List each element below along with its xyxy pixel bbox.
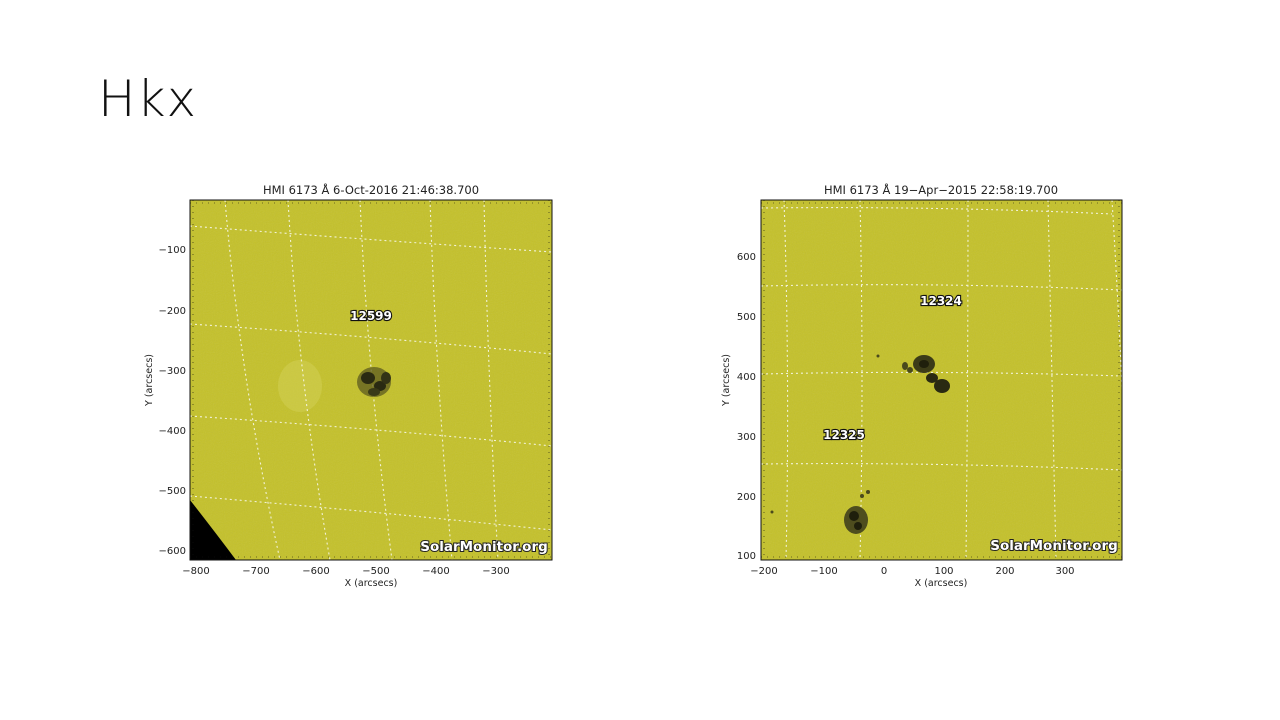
sunspot-group: [357, 367, 391, 397]
x-tick: −100: [810, 566, 837, 577]
sunspot-group: [770, 490, 870, 534]
y-axis-label: Y (arcsecs): [721, 354, 732, 407]
watermark: SolarMonitor.org: [420, 539, 548, 555]
y-tick: −400: [159, 426, 186, 437]
plot-title: HMI 6173 Å 6-Oct-2016 21:46:38.700: [263, 182, 479, 197]
heliographic-grid: [761, 200, 1122, 560]
y-tick: −200: [159, 306, 186, 317]
y-tick: −600: [159, 546, 186, 557]
y-tick: 400: [737, 372, 756, 383]
plot-frame: [760, 199, 1123, 561]
sunspot-group: [876, 354, 950, 393]
plot-frame: [189, 199, 553, 561]
watermark: SolarMonitor.org: [990, 538, 1118, 554]
x-tick: −300: [482, 566, 509, 577]
x-tick: −800: [182, 566, 209, 577]
solar-image-left: HMI 6173 Å 6-Oct-2016 21:46:38.700: [130, 178, 570, 598]
y-axis-label: Y (arcsecs): [144, 354, 155, 407]
heliographic-grid: [190, 200, 552, 560]
x-tick: 200: [995, 566, 1014, 577]
region-label: 12599: [350, 309, 392, 323]
solar-image-right: HMI 6173 Å 19−Apr−2015 22:58:19.700: [700, 178, 1140, 598]
x-tick: 0: [881, 566, 887, 577]
x-tick: −200: [750, 566, 777, 577]
y-tick: −300: [159, 366, 186, 377]
x-tick: −600: [302, 566, 329, 577]
x-tick: 100: [934, 566, 953, 577]
y-tick: −500: [159, 486, 186, 497]
slide-title: Hkx: [98, 70, 198, 128]
x-tick: 300: [1055, 566, 1074, 577]
x-tick: −700: [242, 566, 269, 577]
x-tick: −400: [422, 566, 449, 577]
y-tick: 100: [737, 551, 756, 562]
y-tick: 300: [737, 432, 756, 443]
y-tick: 200: [737, 492, 756, 503]
region-label: 12325: [823, 428, 865, 442]
solar-limb: [190, 500, 236, 560]
x-axis-label: X (arcsecs): [915, 578, 968, 589]
x-tick: −500: [362, 566, 389, 577]
y-tick: −100: [159, 245, 186, 256]
region-label: 12324: [920, 294, 962, 308]
y-tick: 600: [737, 252, 756, 263]
x-axis-label: X (arcsecs): [345, 578, 398, 589]
y-tick: 500: [737, 312, 756, 323]
plot-title: HMI 6173 Å 19−Apr−2015 22:58:19.700: [824, 182, 1058, 197]
